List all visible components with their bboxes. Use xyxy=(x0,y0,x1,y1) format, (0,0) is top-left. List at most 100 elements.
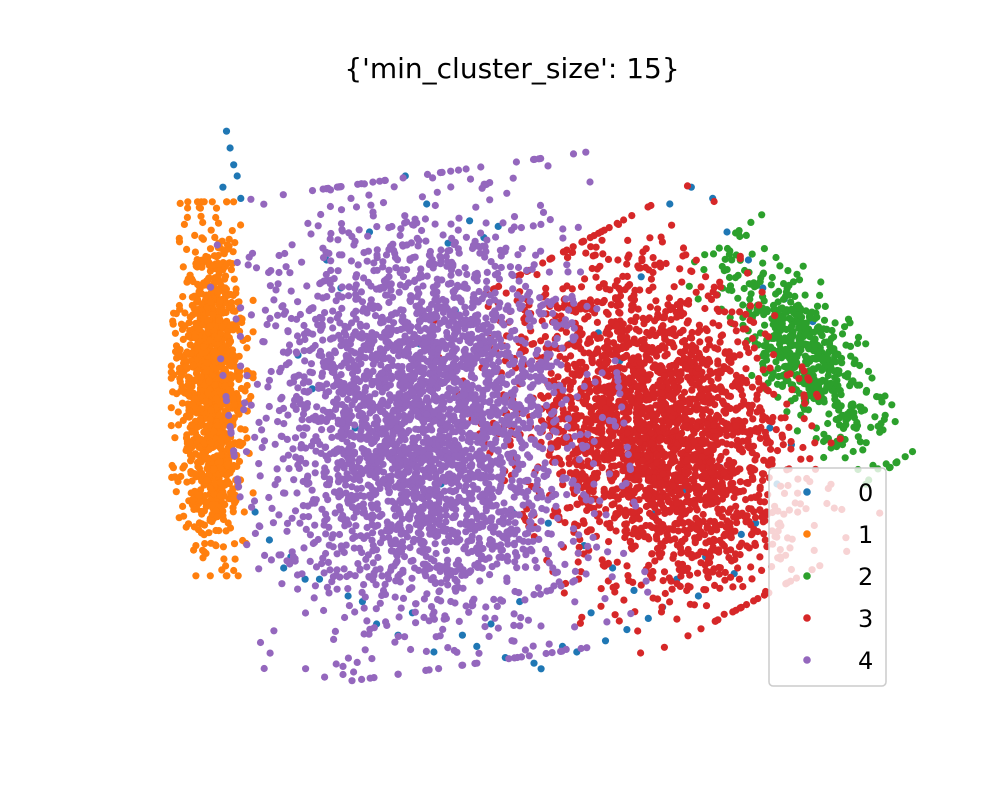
points-layer xyxy=(167,127,917,685)
scatter-point-3 xyxy=(576,358,584,366)
scatter-point-1 xyxy=(186,439,194,447)
scatter-point-4 xyxy=(408,574,416,582)
scatter-point-0 xyxy=(637,273,645,281)
scatter-point-3 xyxy=(785,423,793,431)
scatter-point-4 xyxy=(399,306,407,314)
scatter-point-3 xyxy=(734,338,742,346)
scatter-point-3 xyxy=(528,340,536,348)
scatter-point-3 xyxy=(736,252,744,260)
scatter-point-3 xyxy=(629,578,637,587)
scatter-point-2 xyxy=(871,413,879,421)
scatter-point-3 xyxy=(666,329,674,337)
scatter-point-1 xyxy=(201,397,209,405)
scatter-point-0 xyxy=(430,648,438,656)
scatter-point-3 xyxy=(646,303,655,311)
scatter-point-2 xyxy=(740,284,748,293)
scatter-point-4 xyxy=(237,304,245,312)
scatter-point-3 xyxy=(732,422,740,430)
scatter-point-3 xyxy=(691,537,699,545)
scatter-point-3 xyxy=(729,431,737,439)
scatter-point-3 xyxy=(686,600,694,608)
scatter-point-1 xyxy=(188,421,196,429)
scatter-point-3 xyxy=(700,586,708,594)
scatter-point-3 xyxy=(687,267,695,275)
scatter-point-1 xyxy=(180,220,188,228)
scatter-point-3 xyxy=(645,396,653,404)
scatter-point-1 xyxy=(223,572,231,580)
scatter-point-3 xyxy=(667,316,675,324)
scatter-point-3 xyxy=(586,338,595,346)
scatter-point-3 xyxy=(649,567,657,576)
scatter-point-3 xyxy=(799,443,807,452)
scatter-point-2 xyxy=(820,453,828,462)
scatter-point-2 xyxy=(818,366,826,374)
scatter-point-4 xyxy=(266,314,274,322)
scatter-point-1 xyxy=(216,492,224,500)
scatter-point-4 xyxy=(589,460,598,468)
scatter-point-1 xyxy=(199,554,207,562)
scatter-point-2 xyxy=(821,302,829,310)
scatter-point-3 xyxy=(684,582,692,590)
scatter-point-2 xyxy=(780,314,788,322)
scatter-point-4 xyxy=(260,664,268,673)
scatter-point-3 xyxy=(638,255,646,263)
scatter-point-3 xyxy=(757,407,766,415)
scatter-point-2 xyxy=(700,266,708,274)
scatter-point-3 xyxy=(598,464,606,472)
scatter-point-1 xyxy=(174,408,182,416)
scatter-point-3 xyxy=(626,538,634,546)
scatter-point-3 xyxy=(730,487,738,495)
scatter-point-1 xyxy=(216,479,224,487)
scatter-point-2 xyxy=(723,266,731,274)
scatter-point-4 xyxy=(360,581,368,589)
scatter-point-1 xyxy=(237,425,245,433)
scatter-point-3 xyxy=(769,413,777,422)
scatter-point-1 xyxy=(221,501,229,509)
scatter-point-2 xyxy=(739,301,747,309)
scatter-point-2 xyxy=(864,367,873,375)
scatter-point-3 xyxy=(713,488,721,496)
scatter-point-2 xyxy=(709,250,718,258)
scatter-point-1 xyxy=(183,348,191,356)
scatter-point-1 xyxy=(206,322,214,330)
scatter-point-2 xyxy=(850,409,858,417)
scatter-point-0 xyxy=(530,659,538,667)
scatter-point-3 xyxy=(569,243,577,251)
scatter-point-4 xyxy=(376,565,384,573)
scatter-point-1 xyxy=(192,319,200,327)
scatter-point-3 xyxy=(726,392,735,400)
scatter-point-4 xyxy=(363,563,371,571)
scatter-point-3 xyxy=(675,371,683,379)
scatter-point-2 xyxy=(768,273,776,282)
scatter-point-1 xyxy=(212,526,220,535)
scatter-point-3 xyxy=(647,429,656,437)
scatter-point-3 xyxy=(572,449,580,457)
scatter-point-3 xyxy=(726,318,735,326)
scatter-point-3 xyxy=(759,476,767,484)
scatter-point-1 xyxy=(203,476,211,484)
scatter-point-3 xyxy=(585,349,593,357)
scatter-point-3 xyxy=(756,483,764,491)
scatter-point-1 xyxy=(214,287,222,295)
scatter-point-4 xyxy=(321,673,329,681)
scatter-point-3 xyxy=(729,583,737,591)
scatter-point-2 xyxy=(852,424,861,432)
scatter-point-0 xyxy=(230,161,238,169)
scatter-point-2 xyxy=(868,374,876,382)
scatter-point-3 xyxy=(593,448,601,456)
scatter-point-3 xyxy=(827,439,835,447)
scatter-point-4 xyxy=(252,264,261,272)
scatter-point-3 xyxy=(672,426,680,434)
scatter-point-3 xyxy=(666,392,674,400)
scatter-point-3 xyxy=(645,491,653,499)
scatter-point-2 xyxy=(841,372,849,380)
scatter-point-3 xyxy=(616,309,624,317)
scatter-point-3 xyxy=(749,415,757,423)
scatter-point-3 xyxy=(726,404,734,413)
scatter-point-1 xyxy=(206,245,215,253)
scatter-point-3 xyxy=(683,319,691,327)
scatter-point-3 xyxy=(759,382,767,390)
scatter-point-4 xyxy=(232,315,240,323)
scatter-point-3 xyxy=(589,252,597,260)
scatter-point-1 xyxy=(178,399,187,407)
